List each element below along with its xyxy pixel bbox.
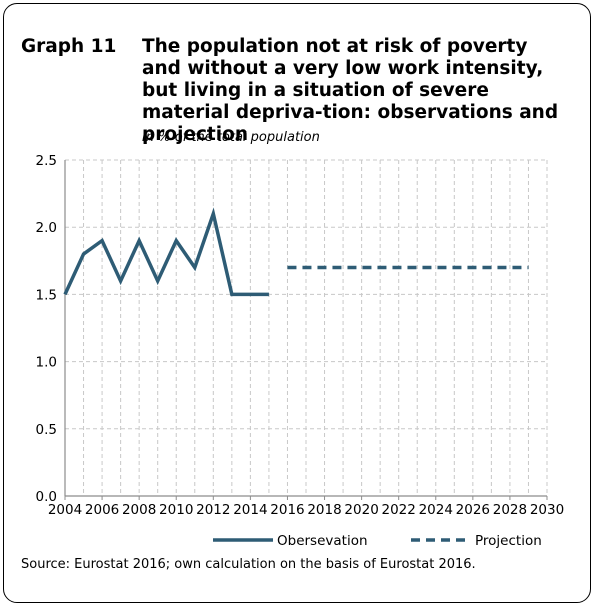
- x-tick-label: 2016: [270, 502, 304, 518]
- chart-title: The population not at risk of poverty an…: [142, 36, 559, 145]
- x-tick-label: 2022: [382, 502, 416, 518]
- y-tick-label: 2.5: [36, 153, 57, 169]
- x-tick-label: 2018: [307, 502, 341, 518]
- x-tick-label: 2020: [344, 502, 378, 518]
- y-tick-label: 1.0: [36, 355, 57, 371]
- x-tick-label: 2028: [493, 502, 527, 518]
- x-tick-label: 2006: [85, 502, 119, 518]
- x-tick-label: 2014: [233, 502, 267, 518]
- x-tick-label: 2026: [456, 502, 490, 518]
- y-tick-label: 1.5: [36, 287, 57, 303]
- y-tick-label: 0.5: [36, 422, 57, 438]
- x-tick-label: 2010: [159, 502, 193, 518]
- x-tick-label: 2012: [196, 502, 230, 518]
- x-tick-label: 2008: [122, 502, 156, 518]
- legend-label: Obersevation: [277, 533, 368, 549]
- y-tick-label: 2.0: [36, 220, 57, 236]
- y-tick-label: 0.0: [36, 489, 57, 505]
- x-tick-label: 2004: [48, 502, 82, 518]
- chart-subtitle: In % of the total population: [142, 130, 320, 145]
- x-tick-label: 2024: [419, 502, 453, 518]
- legend-label: Projection: [475, 533, 542, 549]
- x-tick-label: 2030: [530, 502, 564, 518]
- source-note: Source: Eurostat 2016; own calculation o…: [21, 557, 476, 572]
- graph-number: Graph 11: [21, 36, 117, 57]
- observation-series-line: [63, 207, 269, 297]
